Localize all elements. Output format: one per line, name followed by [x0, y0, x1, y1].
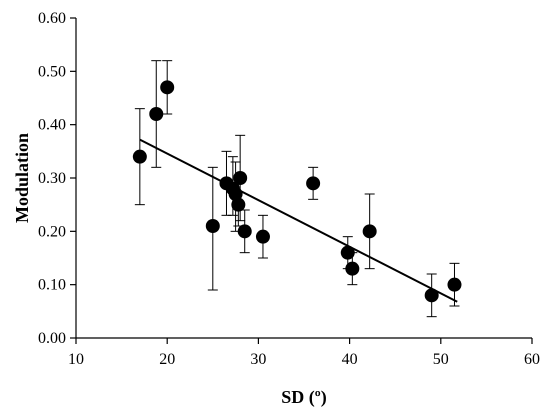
data-point: [306, 176, 321, 191]
x-tick-label: 40: [342, 351, 358, 368]
data-point: [340, 245, 355, 260]
y-tick-label: 0.20: [38, 223, 66, 240]
data-point: [233, 171, 248, 185]
axes: [70, 17, 533, 344]
y-tick-label: 0.40: [38, 117, 66, 134]
y-tick-label: 0.10: [38, 277, 66, 294]
data-point: [160, 80, 175, 95]
data-point: [362, 224, 377, 239]
data-point: [237, 224, 252, 239]
data-point: [132, 149, 147, 164]
trendline: [139, 138, 458, 303]
data-point: [149, 107, 164, 121]
x-tick-label: 30: [250, 351, 266, 368]
trendline-layer: [139, 138, 458, 303]
y-axis-title: Modulation: [12, 133, 32, 223]
x-tick-label: 10: [68, 351, 84, 368]
data-point: [447, 277, 462, 292]
x-tick-label: 20: [159, 351, 175, 368]
data-point: [228, 187, 243, 201]
data-point: [231, 197, 246, 212]
data-point: [255, 229, 270, 244]
y-tick-label: 0.50: [38, 63, 66, 80]
data-point: [345, 261, 360, 276]
y-tick-label: 0.60: [38, 10, 66, 27]
x-axis-title: SD (º): [281, 387, 326, 408]
y-tick-label: 0.30: [38, 170, 66, 187]
data-point: [424, 288, 439, 303]
data-points: [132, 80, 462, 303]
tick-labels: 0.00 0.10 0.20 0.30 0.40 0.50 0.60 10 20 30 40 50 60: [38, 10, 540, 368]
data-point: [205, 219, 220, 233]
x-tick-label: 60: [524, 351, 540, 368]
y-tick-label: 0.00: [38, 330, 66, 347]
x-tick-label: 50: [433, 351, 449, 368]
